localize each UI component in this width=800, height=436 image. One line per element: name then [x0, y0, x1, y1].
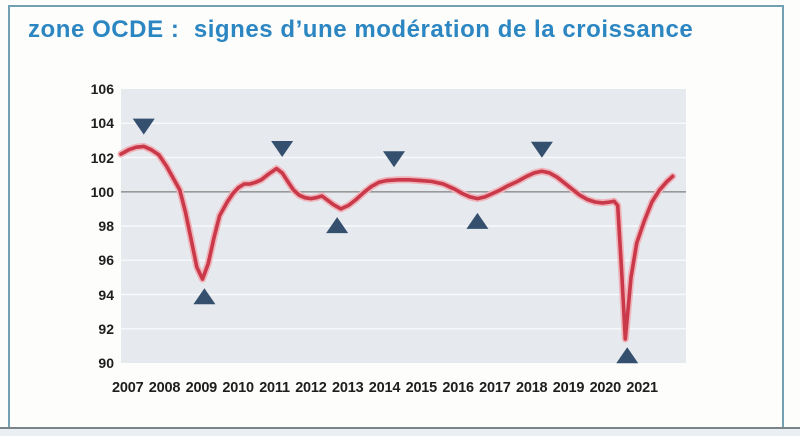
trough-triangle-up-icon [326, 217, 349, 234]
x-tick-label: 2009 [185, 380, 218, 396]
peak-triangle-down-icon [132, 118, 155, 135]
x-axis: 2007 2008 2009 2010 2011 2012 2013 2014 2015 2016… [112, 380, 658, 396]
y-tick-label: 94 [98, 286, 114, 303]
y-tick-label: 102 [90, 149, 114, 166]
y-tick-label: 106 [90, 81, 114, 97]
peak-triangle-down-icon [530, 141, 553, 158]
y-axis: 106 104 102 100 98 96 94 92 90 [0, 0, 117, 436]
x-tick-label: 2019 [552, 380, 585, 396]
trough-triangle-up-icon [616, 347, 639, 364]
x-tick-label: 2014 [368, 380, 401, 396]
y-tick-label: 96 [98, 252, 114, 269]
bottom-margin-strip [0, 429, 800, 436]
x-tick-label: 2007 [112, 380, 144, 396]
x-tick-label: 2012 [295, 380, 327, 396]
x-tick-label: 2016 [442, 380, 474, 396]
peak-triangle-down-icon [271, 140, 294, 157]
x-tick-label: 2015 [405, 380, 438, 396]
x-tick-label: 2017 [479, 380, 511, 396]
x-tick-label: 2018 [515, 380, 548, 396]
y-tick-label: 104 [90, 115, 114, 132]
trough-triangle-up-icon [193, 288, 216, 305]
x-tick-label: 2020 [589, 380, 622, 396]
slide-title: zone OCDE : signes d’une modération de l… [28, 16, 694, 43]
y-tick-label: 92 [98, 320, 114, 337]
x-tick-label: 2008 [148, 380, 181, 396]
x-tick-label: 2010 [222, 380, 254, 396]
x-tick-label: 2013 [331, 380, 364, 396]
x-tick-label: 2011 [259, 380, 290, 396]
trough-triangle-up-icon [466, 212, 489, 229]
peak-triangle-down-icon [383, 151, 406, 168]
y-tick-label: 100 [90, 183, 114, 200]
y-tick-label: 90 [98, 355, 114, 371]
cli-line [119, 144, 675, 341]
x-tick-label: 2021 [626, 380, 658, 396]
bottom-divider [0, 427, 800, 429]
y-tick-label: 98 [98, 218, 114, 234]
